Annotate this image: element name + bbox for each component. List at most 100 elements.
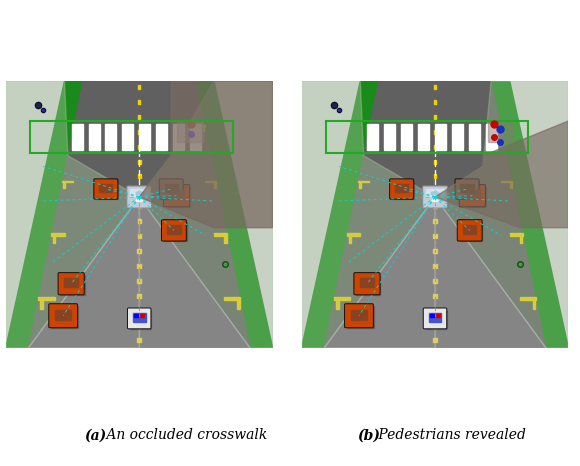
- Bar: [137, 308, 141, 313]
- FancyBboxPatch shape: [354, 273, 380, 295]
- Bar: [395, 184, 408, 192]
- Bar: [137, 338, 142, 343]
- Bar: [55, 310, 71, 320]
- Bar: [359, 182, 361, 188]
- Polygon shape: [6, 81, 83, 348]
- Bar: [426, 189, 444, 196]
- Bar: [72, 123, 83, 151]
- Bar: [499, 126, 500, 131]
- Bar: [488, 120, 512, 142]
- Text: An occluded crosswalk: An occluded crosswalk: [102, 428, 267, 442]
- Text: (b): (b): [357, 428, 380, 442]
- Bar: [325, 121, 528, 153]
- Bar: [532, 300, 535, 309]
- Bar: [358, 180, 369, 182]
- Bar: [462, 187, 485, 207]
- Bar: [460, 222, 483, 241]
- Bar: [156, 123, 167, 151]
- Bar: [356, 275, 380, 295]
- Polygon shape: [195, 81, 273, 348]
- Bar: [203, 126, 204, 131]
- Bar: [433, 308, 437, 313]
- Bar: [433, 294, 437, 298]
- Bar: [520, 236, 523, 243]
- Polygon shape: [139, 81, 273, 228]
- Bar: [469, 123, 480, 151]
- Bar: [122, 123, 133, 151]
- Bar: [40, 300, 43, 309]
- Bar: [138, 100, 140, 104]
- FancyBboxPatch shape: [423, 186, 447, 208]
- Bar: [465, 190, 480, 199]
- Bar: [347, 233, 360, 236]
- Bar: [492, 125, 501, 126]
- Bar: [434, 100, 436, 104]
- Bar: [214, 233, 227, 236]
- Bar: [347, 306, 374, 328]
- Bar: [138, 115, 140, 119]
- Text: Pedestrians revealed: Pedestrians revealed: [374, 428, 526, 442]
- Bar: [75, 126, 76, 131]
- FancyBboxPatch shape: [159, 179, 183, 199]
- Bar: [351, 310, 367, 320]
- FancyBboxPatch shape: [164, 185, 190, 207]
- Bar: [371, 126, 372, 131]
- Text: (a): (a): [84, 428, 106, 442]
- Polygon shape: [6, 81, 139, 348]
- Bar: [133, 313, 146, 322]
- FancyBboxPatch shape: [455, 179, 479, 199]
- Bar: [434, 85, 436, 89]
- Bar: [137, 249, 141, 253]
- Bar: [336, 300, 339, 309]
- Bar: [137, 234, 141, 238]
- Bar: [433, 174, 437, 178]
- Polygon shape: [324, 197, 435, 348]
- Polygon shape: [324, 81, 546, 348]
- Bar: [165, 184, 178, 192]
- Bar: [434, 130, 436, 134]
- Bar: [138, 159, 140, 164]
- Bar: [433, 204, 437, 208]
- Bar: [501, 180, 512, 182]
- Bar: [30, 121, 233, 153]
- Polygon shape: [302, 81, 435, 348]
- Bar: [96, 181, 118, 199]
- Bar: [137, 294, 141, 298]
- Bar: [63, 180, 73, 182]
- Bar: [169, 190, 184, 199]
- Bar: [205, 180, 216, 182]
- Bar: [137, 323, 142, 328]
- Bar: [74, 125, 82, 126]
- Bar: [433, 338, 437, 343]
- Bar: [138, 85, 140, 89]
- Bar: [435, 123, 446, 151]
- Bar: [349, 236, 351, 243]
- Bar: [369, 125, 378, 126]
- Bar: [137, 279, 141, 283]
- Bar: [176, 120, 203, 142]
- Bar: [214, 182, 216, 188]
- Bar: [106, 123, 117, 151]
- FancyBboxPatch shape: [390, 179, 414, 199]
- FancyBboxPatch shape: [128, 308, 151, 329]
- Bar: [137, 204, 141, 208]
- Bar: [461, 184, 474, 192]
- Bar: [510, 182, 512, 188]
- Bar: [434, 144, 436, 149]
- Bar: [418, 123, 429, 151]
- Bar: [197, 125, 205, 126]
- Polygon shape: [432, 196, 438, 201]
- FancyBboxPatch shape: [459, 185, 485, 207]
- Bar: [166, 187, 190, 207]
- Bar: [433, 219, 437, 223]
- Bar: [224, 297, 240, 300]
- Bar: [434, 115, 436, 119]
- Bar: [510, 233, 523, 236]
- Bar: [162, 181, 183, 199]
- Bar: [452, 123, 463, 151]
- Bar: [139, 123, 150, 151]
- FancyBboxPatch shape: [161, 219, 186, 241]
- Polygon shape: [136, 196, 143, 201]
- Polygon shape: [28, 197, 139, 348]
- Bar: [63, 182, 66, 188]
